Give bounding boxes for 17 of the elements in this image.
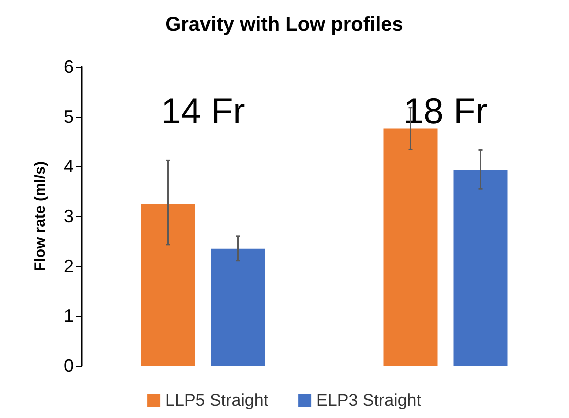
chart-title: Gravity with Low profiles (166, 14, 404, 36)
y-axis-title: Flow rate (ml/s) (32, 161, 49, 272)
y-tick-label: 6 (64, 57, 74, 77)
legend-label: LLP5 Straight (166, 391, 269, 410)
x-tick-label: 18 Fr (404, 90, 488, 132)
legend-label: ELP3 Straight (316, 391, 422, 410)
bar (211, 248, 266, 366)
bar (141, 204, 196, 366)
x-tick-label: 14 Fr (161, 90, 246, 132)
y-tick-label: 3 (64, 206, 74, 226)
y-tick-label: 4 (64, 156, 74, 177)
y-tick-label: 2 (64, 256, 74, 276)
bar (454, 170, 508, 366)
y-tick-label: 5 (64, 106, 74, 127)
y-tick-label: 1 (64, 306, 74, 326)
bar (384, 128, 438, 366)
y-tick-label: 0 (64, 356, 74, 376)
